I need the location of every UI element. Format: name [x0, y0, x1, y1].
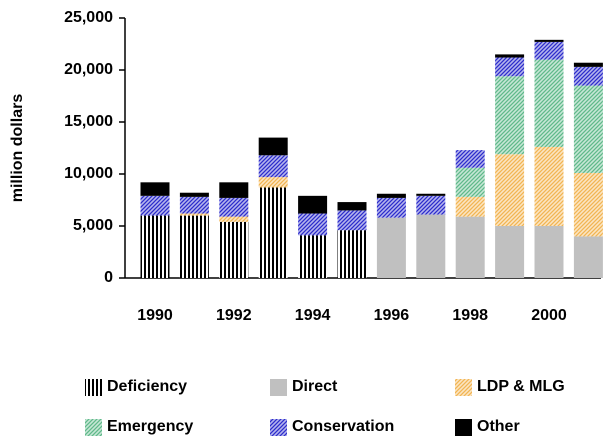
bar-segment	[573, 62, 603, 67]
bar-segment	[455, 167, 485, 197]
bar-segment	[179, 196, 209, 214]
bar-segment	[298, 195, 328, 214]
bar-segment	[455, 196, 485, 217]
bar-segment	[495, 57, 525, 77]
bar-segment	[573, 66, 603, 86]
legend-swatch	[85, 379, 102, 396]
legend-swatch	[455, 419, 472, 436]
bar-segment	[140, 215, 170, 278]
bar-segment	[455, 150, 485, 168]
bar-segment	[573, 172, 603, 237]
bar-segment	[495, 226, 525, 278]
legend-label: LDP & MLG	[477, 378, 565, 395]
y-tick-label: 15,000	[64, 113, 113, 130]
bar-segment	[298, 213, 328, 236]
bar-segment	[179, 215, 209, 278]
y-axis-label: million dollars	[9, 94, 26, 203]
bar-segment	[495, 54, 525, 58]
y-tick-label: 5,000	[73, 217, 113, 234]
bar-segment	[376, 217, 406, 278]
y-tick-label: 25,000	[64, 9, 113, 26]
bar-segment	[416, 214, 446, 278]
bar-segment	[219, 216, 249, 222]
bar-segment	[258, 177, 288, 188]
bar-segment	[455, 216, 485, 278]
bar-segment	[534, 226, 564, 278]
bar-segment	[219, 221, 249, 278]
bar-segment	[376, 197, 406, 218]
legend-label: Other	[477, 418, 520, 435]
bar-segment	[140, 195, 170, 216]
x-tick-label: 1992	[216, 307, 252, 324]
bar-segment	[179, 213, 209, 216]
bar-segment	[298, 235, 328, 278]
legend-swatch	[455, 379, 472, 396]
bar-segment	[258, 155, 288, 178]
bar-segment	[219, 197, 249, 217]
legend-swatch	[85, 419, 102, 436]
bar-segment	[495, 154, 525, 226]
y-tick-label: 0	[104, 269, 113, 286]
bar-segment	[534, 146, 564, 226]
x-tick-label: 1998	[452, 307, 488, 324]
bar-segment	[258, 137, 288, 156]
bar-segment	[337, 230, 367, 278]
x-tick-label: 1994	[295, 307, 331, 324]
bar-segment	[376, 193, 406, 198]
bar-segment	[534, 59, 564, 147]
x-tick-label: 2000	[531, 307, 567, 324]
legend-swatch	[270, 379, 287, 396]
bar-segment	[573, 85, 603, 173]
legend-label: Deficiency	[107, 378, 187, 395]
bar-segment	[416, 195, 446, 215]
y-tick-label: 20,000	[64, 61, 113, 78]
bar-segment	[495, 76, 525, 155]
x-tick-label: 1990	[137, 307, 173, 324]
bar-segment	[337, 210, 367, 231]
bar-segment	[534, 39, 564, 42]
bar-segment	[337, 202, 367, 211]
legend-label: Conservation	[292, 418, 394, 435]
x-tick-label: 1996	[374, 307, 410, 324]
bar-segment	[219, 182, 249, 198]
bar-segment	[573, 236, 603, 278]
legend-swatch	[270, 419, 287, 436]
legend-label: Emergency	[107, 418, 193, 435]
legend-label: Direct	[292, 378, 338, 395]
bar-segment	[534, 41, 564, 60]
bar-segment	[258, 187, 288, 278]
bar-segment	[140, 182, 170, 196]
y-tick-label: 10,000	[64, 165, 113, 182]
bar-segment	[416, 193, 446, 196]
bar-segment	[179, 192, 209, 197]
